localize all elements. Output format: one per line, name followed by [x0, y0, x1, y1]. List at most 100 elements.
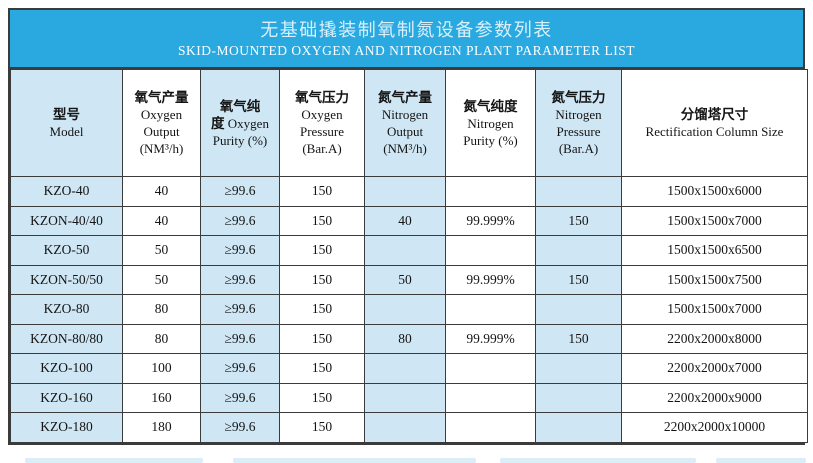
cell-model: KZO-80 [10, 294, 123, 325]
cell-oxygen-pressure: 150 [279, 176, 365, 207]
cell-nitrogen-purity [445, 176, 536, 207]
cell-column-size: 1500x1500x7500 [621, 264, 808, 295]
table-row: KZO-160 160 ≥99.6 150 2200x2000x9000 [10, 382, 808, 413]
cell-model: KZO-180 [10, 412, 123, 443]
table-body: KZO-40 40 ≥99.6 150 1500x1500x6000 KZON-40/40… [10, 176, 808, 443]
header-cell-oxygen-purity: 氧气纯度 Oxygen Purity (%) [200, 69, 280, 177]
cell-nitrogen-purity: 99.999% [445, 264, 536, 295]
header-cell-oxygen-output: 氧气产量 Oxygen Output (NM³/h) [122, 69, 201, 177]
title-bar: 无基础撬装制氧制氮设备参数列表 SKID-MOUNTED OXYGEN AND … [10, 10, 803, 69]
table-row: KZO-80 80 ≥99.6 150 1500x1500x7000 [10, 294, 808, 325]
cell-oxygen-pressure: 150 [279, 235, 365, 266]
cell-nitrogen-pressure: 150 [535, 323, 622, 354]
cell-oxygen-purity: ≥99.6 [200, 264, 280, 295]
cell-nitrogen-pressure [535, 412, 622, 443]
cropped-bottom-artifact [25, 458, 203, 463]
cell-nitrogen-purity: 99.999% [445, 205, 536, 236]
cell-oxygen-output: 50 [122, 264, 201, 295]
header-row: 型号 Model 氧气产量 Oxygen Output (NM³/h) 氧气纯度 Oxyge… [10, 69, 808, 177]
cell-model: KZO-100 [10, 353, 123, 384]
cell-oxygen-purity: ≥99.6 [200, 353, 280, 384]
header-cell-nitrogen-pressure: 氮气压力 Nitrogen Pressure (Bar.A) [535, 69, 622, 177]
cell-oxygen-pressure: 150 [279, 382, 365, 413]
table-row: KZO-180 180 ≥99.6 150 2200x2000x10000 [10, 412, 808, 443]
header-cell-nitrogen-output: 氮气产量 Nitrogen Output (NM³/h) [364, 69, 446, 177]
cell-oxygen-purity: ≥99.6 [200, 323, 280, 354]
table-row: KZO-100 100 ≥99.6 150 2200x2000x7000 [10, 353, 808, 384]
page-title-english: SKID-MOUNTED OXYGEN AND NITROGEN PLANT P… [178, 43, 635, 58]
cell-oxygen-output: 40 [122, 205, 201, 236]
cell-nitrogen-purity [445, 294, 536, 325]
table-row: KZON-50/50 50 ≥99.6 150 50 99.999% 150 1500x150… [10, 264, 808, 295]
cell-model: KZO-50 [10, 235, 123, 266]
cell-column-size: 1500x1500x6000 [621, 176, 808, 207]
cell-nitrogen-pressure [535, 176, 622, 207]
cropped-bottom-artifact [716, 458, 806, 463]
cell-column-size: 1500x1500x6500 [621, 235, 808, 266]
cell-nitrogen-output [364, 176, 446, 207]
cell-model: KZO-160 [10, 382, 123, 413]
cell-nitrogen-output: 80 [364, 323, 446, 354]
cell-nitrogen-output [364, 412, 446, 443]
parameter-table: 型号 Model 氧气产量 Oxygen Output (NM³/h) 氧气纯度 Oxyge… [10, 69, 808, 443]
cell-oxygen-pressure: 150 [279, 264, 365, 295]
cropped-bottom-artifact [500, 458, 696, 463]
table-row: KZON-40/40 40 ≥99.6 150 40 99.999% 150 1500x150… [10, 205, 808, 236]
cell-oxygen-output: 100 [122, 353, 201, 384]
cropped-bottom-artifact [233, 458, 476, 463]
cell-oxygen-purity: ≥99.6 [200, 205, 280, 236]
cell-column-size: 2200x2000x10000 [621, 412, 808, 443]
cell-nitrogen-pressure: 150 [535, 205, 622, 236]
parameter-sheet: 无基础撬装制氧制氮设备参数列表 SKID-MOUNTED OXYGEN AND … [8, 8, 808, 445]
cell-oxygen-pressure: 150 [279, 205, 365, 236]
cell-column-size: 1500x1500x7000 [621, 294, 808, 325]
cell-oxygen-purity: ≥99.6 [200, 412, 280, 443]
page-title-chinese: 无基础撬装制氧制氮设备参数列表 [260, 20, 553, 40]
cell-nitrogen-pressure [535, 294, 622, 325]
cell-nitrogen-purity [445, 382, 536, 413]
cell-oxygen-purity: ≥99.6 [200, 235, 280, 266]
cell-nitrogen-pressure [535, 382, 622, 413]
cell-nitrogen-output [364, 382, 446, 413]
cell-nitrogen-pressure [535, 235, 622, 266]
cell-model: KZON-50/50 [10, 264, 123, 295]
cell-oxygen-output: 40 [122, 176, 201, 207]
header-cell-nitrogen-purity: 氮气纯度 Nitrogen Purity (%) [445, 69, 536, 177]
cell-oxygen-pressure: 150 [279, 323, 365, 354]
cell-oxygen-purity: ≥99.6 [200, 382, 280, 413]
cell-oxygen-pressure: 150 [279, 294, 365, 325]
cell-column-size: 2200x2000x8000 [621, 323, 808, 354]
cell-oxygen-output: 160 [122, 382, 201, 413]
cell-column-size: 2200x2000x9000 [621, 382, 808, 413]
cell-nitrogen-output [364, 294, 446, 325]
cell-nitrogen-purity [445, 412, 536, 443]
cell-nitrogen-pressure: 150 [535, 264, 622, 295]
cell-column-size: 2200x2000x7000 [621, 353, 808, 384]
cell-oxygen-output: 50 [122, 235, 201, 266]
cell-oxygen-output: 80 [122, 294, 201, 325]
table-row: KZO-40 40 ≥99.6 150 1500x1500x6000 [10, 176, 808, 207]
cell-column-size: 1500x1500x7000 [621, 205, 808, 236]
cell-oxygen-output: 80 [122, 323, 201, 354]
cell-nitrogen-pressure [535, 353, 622, 384]
cell-nitrogen-purity [445, 235, 536, 266]
cell-nitrogen-purity: 99.999% [445, 323, 536, 354]
table-row: KZON-80/80 80 ≥99.6 150 80 99.999% 150 2200x200… [10, 323, 808, 354]
cell-nitrogen-output [364, 235, 446, 266]
cell-model: KZON-40/40 [10, 205, 123, 236]
header-cell-model: 型号 Model [10, 69, 123, 177]
cell-nitrogen-output: 40 [364, 205, 446, 236]
cell-oxygen-output: 180 [122, 412, 201, 443]
header-cell-column-size: 分馏塔尺寸 Rectification Column Size [621, 69, 808, 177]
cell-oxygen-pressure: 150 [279, 353, 365, 384]
table-row: KZO-50 50 ≥99.6 150 1500x1500x6500 [10, 235, 808, 266]
cell-model: KZO-40 [10, 176, 123, 207]
cell-nitrogen-output: 50 [364, 264, 446, 295]
table-header: 型号 Model 氧气产量 Oxygen Output (NM³/h) 氧气纯度 Oxyge… [10, 69, 808, 177]
cell-model: KZON-80/80 [10, 323, 123, 354]
cell-oxygen-purity: ≥99.6 [200, 294, 280, 325]
cell-nitrogen-output [364, 353, 446, 384]
cell-oxygen-pressure: 150 [279, 412, 365, 443]
header-cell-oxygen-pressure: 氧气压力 Oxygen Pressure (Bar.A) [279, 69, 365, 177]
cell-oxygen-purity: ≥99.6 [200, 176, 280, 207]
